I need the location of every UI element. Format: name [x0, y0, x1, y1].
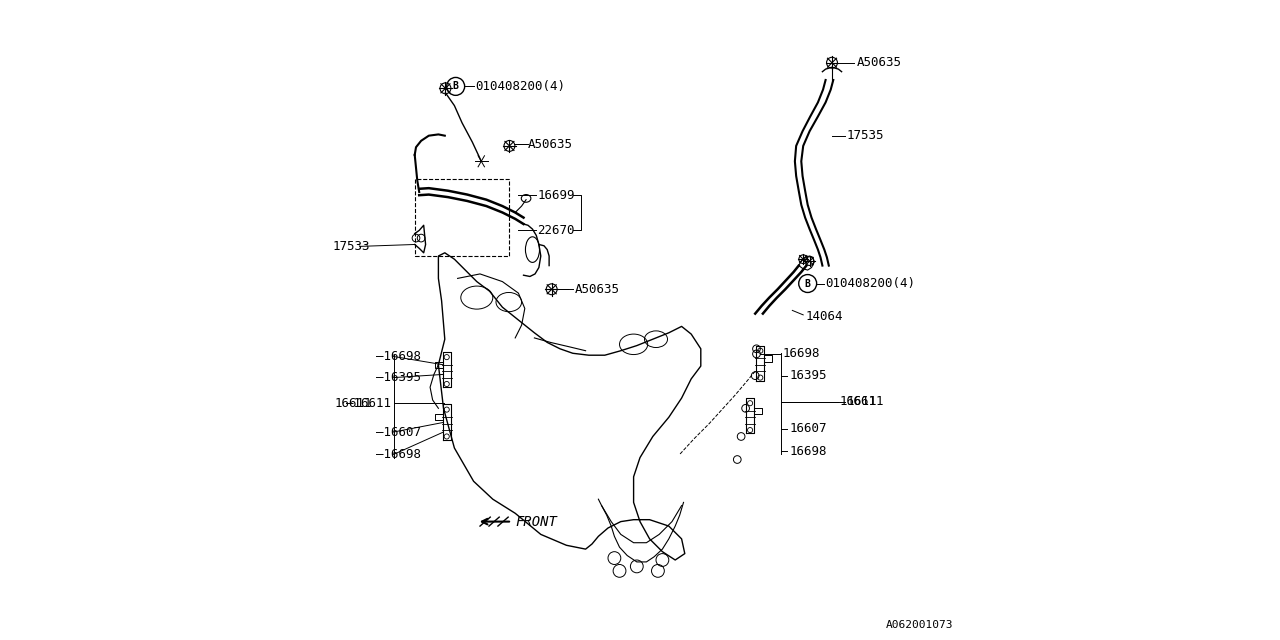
Text: —16698: —16698 [376, 350, 421, 363]
Text: 16698: 16698 [788, 445, 827, 458]
Text: A50635: A50635 [856, 56, 901, 69]
Text: A062001073: A062001073 [886, 620, 954, 630]
Text: 16611: 16611 [334, 397, 371, 410]
Text: 16698: 16698 [783, 348, 820, 360]
Text: 22670: 22670 [538, 224, 575, 237]
Text: B: B [805, 278, 810, 289]
Bar [415, 179, 509, 256]
Text: 14064: 14064 [805, 310, 842, 323]
Text: FRONT: FRONT [516, 515, 557, 529]
Text: 16699: 16699 [538, 189, 575, 202]
Text: A50635: A50635 [529, 138, 573, 150]
Text: B: B [453, 81, 458, 92]
Text: —16395: —16395 [376, 371, 421, 384]
Text: 17535: 17535 [846, 129, 883, 142]
Text: 16395: 16395 [788, 369, 827, 382]
Text: A50635: A50635 [575, 283, 620, 296]
Text: —16607: —16607 [376, 426, 421, 438]
Text: 010408200(4): 010408200(4) [826, 277, 915, 290]
Text: 16607: 16607 [788, 422, 827, 435]
Text: 17533: 17533 [333, 240, 370, 253]
Text: 010408200(4): 010408200(4) [476, 80, 566, 93]
Text: —16698: —16698 [376, 448, 421, 461]
Text: 16611: 16611 [847, 396, 884, 408]
Text: 16611: 16611 [840, 396, 877, 408]
Text: —16611: —16611 [346, 397, 390, 410]
